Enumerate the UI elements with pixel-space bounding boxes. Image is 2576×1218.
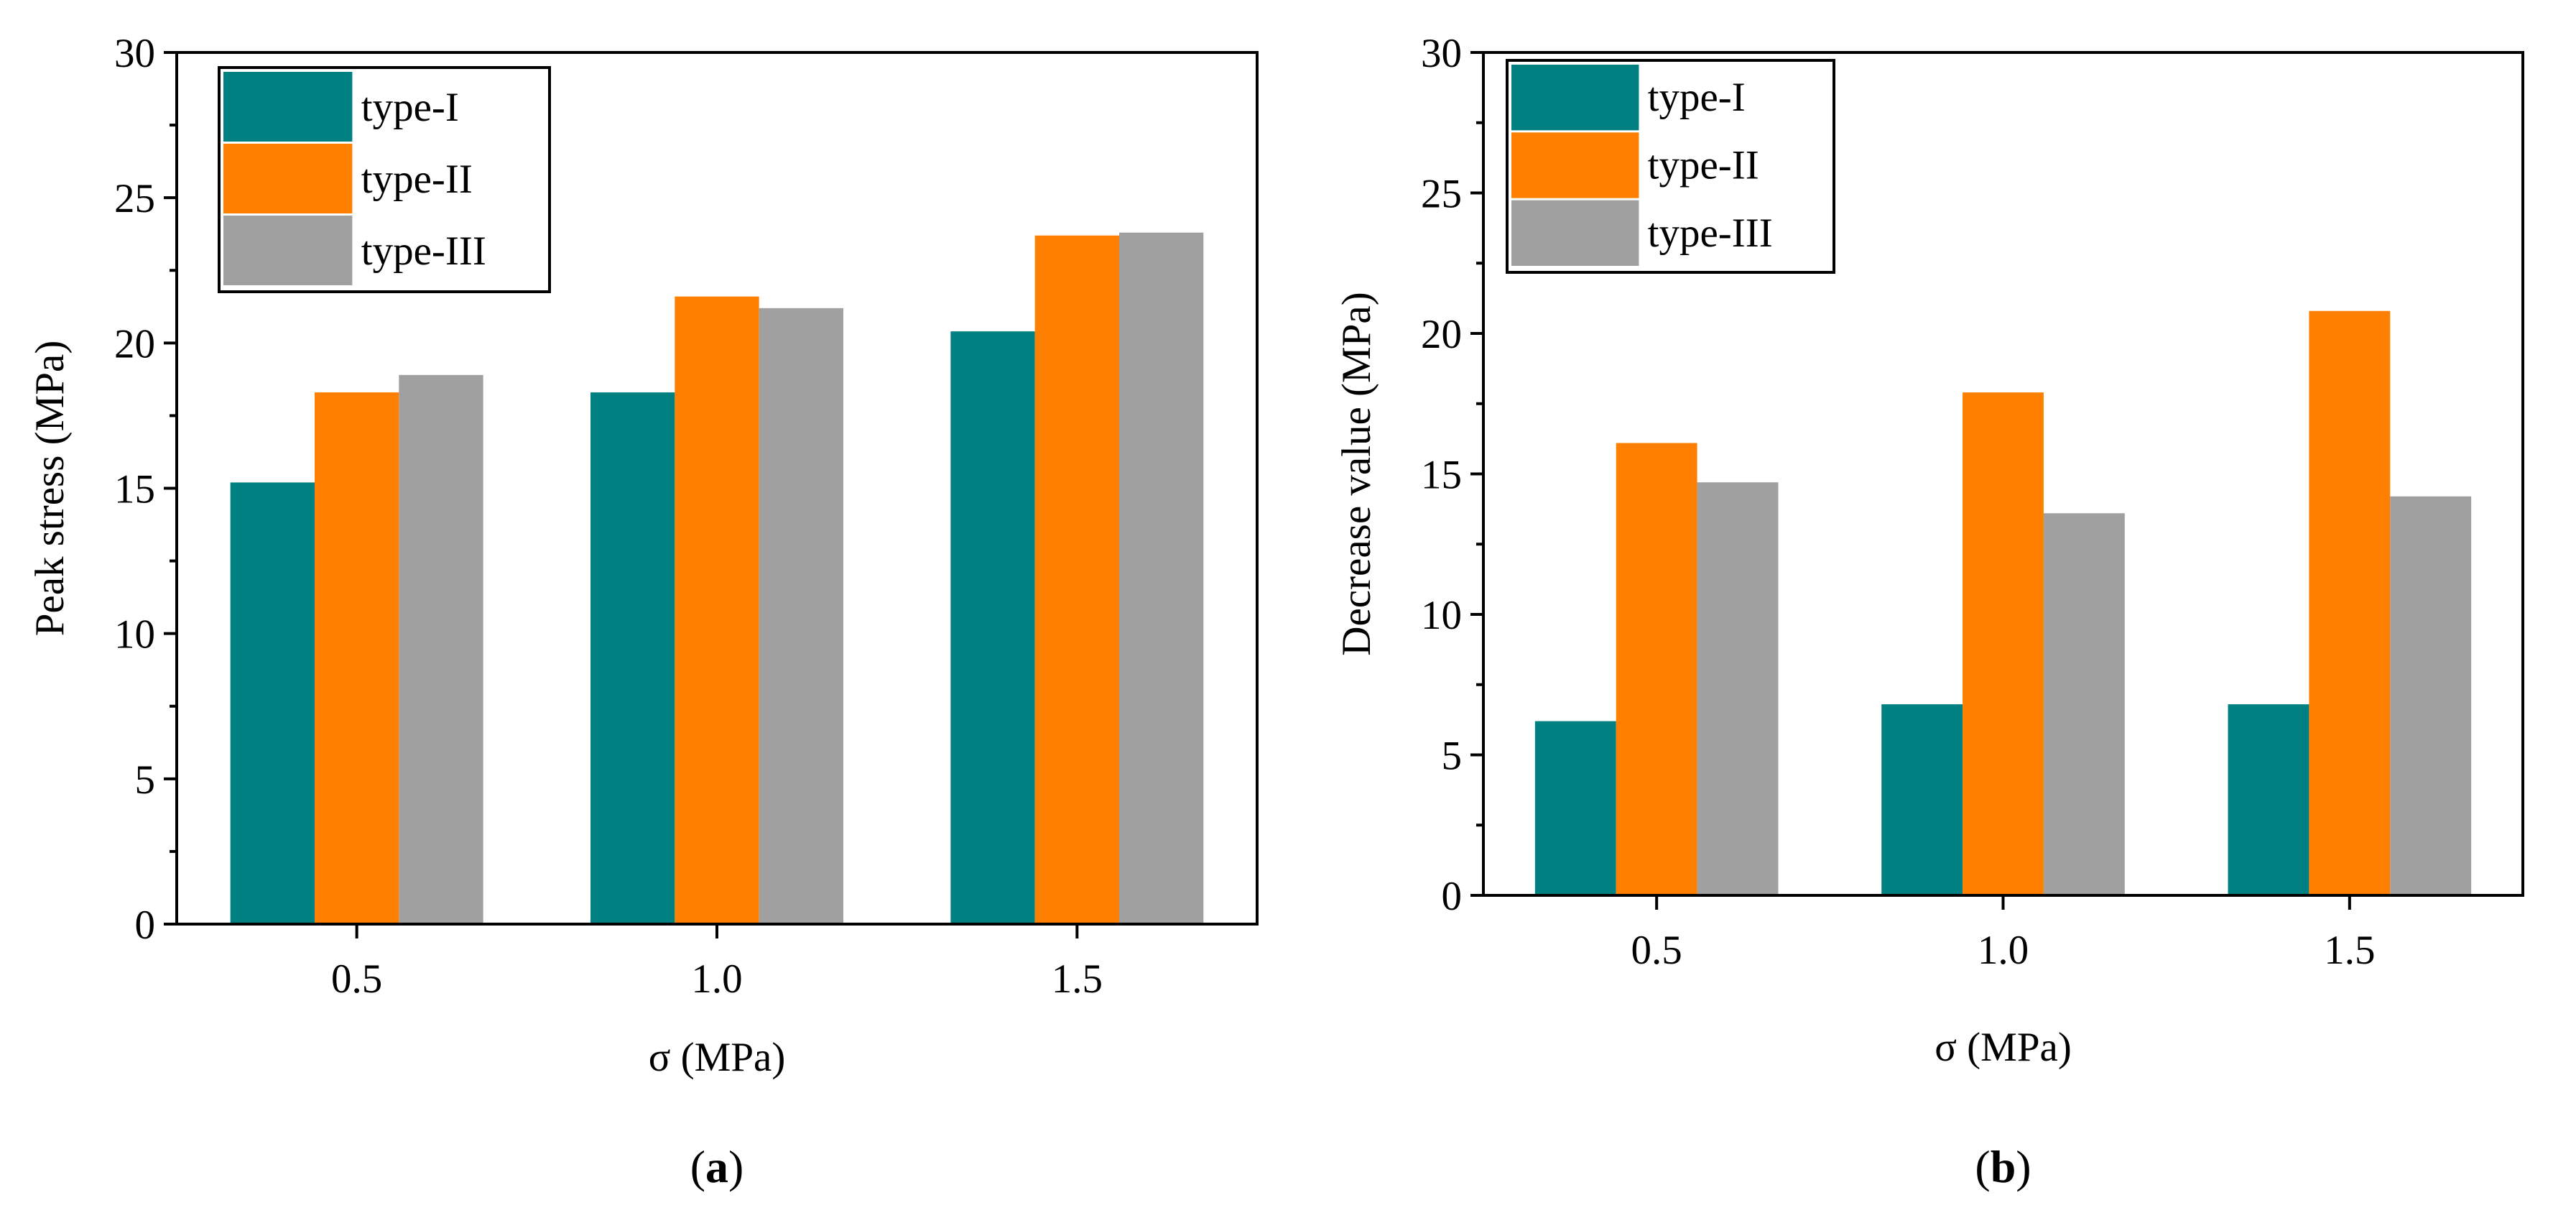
y-tick-label: 30 — [114, 31, 155, 76]
bar-type-III-0.5 — [1697, 482, 1779, 895]
x-tick-label: 1.0 — [691, 956, 742, 1002]
bar-type-II-1.0 — [675, 296, 759, 924]
legend-label-type-II: type-II — [361, 157, 473, 202]
x-tick-label: 0.5 — [1631, 928, 1682, 973]
bar-type-I-0.5 — [230, 482, 315, 924]
y-axis: 0 5 10 15 20 25 30 — [1421, 31, 1483, 919]
bars — [1534, 310, 2472, 896]
x-axis-title: σ (MPa) — [649, 1035, 786, 1080]
bar-type-II-1.5 — [1034, 235, 1119, 925]
bar-type-I-1.5 — [950, 331, 1035, 924]
x-axis-title: σ (MPa) — [1935, 1025, 2072, 1070]
legend: type-I type-II type-III — [1506, 59, 1835, 274]
y-tick-label: 30 — [1421, 31, 1462, 76]
legend-label-type-I: type-I — [361, 85, 459, 130]
y-tick-label: 15 — [114, 467, 155, 512]
bar-type-II-0.5 — [315, 392, 399, 924]
bar-type-I-1.0 — [1881, 704, 1963, 895]
bar-type-III-0.5 — [399, 374, 483, 924]
panel-label-letter: b — [1991, 1141, 2016, 1192]
y-axis: 0 5 10 15 20 25 30 — [114, 31, 177, 948]
y-axis-title: Peak stress (MPa) — [27, 341, 73, 637]
y-tick-label: 5 — [135, 757, 156, 803]
y-tick-label: 20 — [1421, 312, 1462, 357]
bars — [230, 232, 1204, 925]
panel-label-open: ( — [1975, 1141, 1990, 1192]
legend-swatch-type-III — [1511, 200, 1639, 266]
y-axis-title: Decrease value (MPa) — [1334, 292, 1379, 655]
legend-swatch-type-I — [1511, 65, 1639, 131]
bar-type-III-1.5 — [2390, 496, 2472, 895]
bar-type-II-1.5 — [2309, 310, 2391, 896]
legend-swatch-type-III — [223, 216, 353, 285]
x-axis: 0.5 1.0 1.5 — [331, 924, 1103, 1002]
bar-type-III-1.0 — [2043, 513, 2125, 895]
panel-label-close: ) — [728, 1141, 743, 1192]
bar-type-I-0.5 — [1534, 721, 1616, 895]
bar-type-II-1.0 — [1963, 392, 2044, 895]
panel-label-open: ( — [690, 1141, 705, 1192]
bar-type-III-1.0 — [759, 308, 843, 924]
legend-swatch-type-II — [223, 144, 353, 213]
x-tick-label: 1.5 — [2324, 928, 2375, 973]
panel-label: (b) — [1975, 1141, 2031, 1192]
x-tick-label: 0.5 — [331, 956, 382, 1002]
y-tick-label: 0 — [135, 903, 156, 948]
panel-label: (a) — [690, 1141, 744, 1192]
x-tick-label: 1.0 — [1978, 928, 2029, 973]
panel-a: 0 5 10 15 20 25 30 0.5 1.0 1.5 Peak stress (MPa) σ … — [27, 31, 1259, 1192]
y-tick-label: 10 — [114, 612, 155, 658]
x-axis: 0.5 1.0 1.5 — [1631, 895, 2375, 973]
y-tick-label: 5 — [1442, 734, 1463, 779]
legend-label-type-I: type-I — [1648, 75, 1746, 120]
panel-label-close: ) — [2016, 1141, 2031, 1192]
legend-swatch-type-I — [223, 72, 353, 142]
y-tick-label: 0 — [1442, 874, 1463, 919]
x-tick-label: 1.5 — [1052, 956, 1103, 1002]
bar-type-I-1.5 — [2228, 704, 2309, 895]
legend-label-type-III: type-III — [361, 229, 486, 274]
legend-label-type-II: type-II — [1648, 142, 1759, 188]
y-tick-label: 20 — [114, 321, 155, 366]
bar-type-II-0.5 — [1616, 443, 1697, 895]
bar-type-I-1.0 — [590, 392, 675, 924]
panel-b: 0 5 10 15 20 25 30 0.5 1.0 1.5 Decrease value (MPa… — [1334, 31, 2524, 1192]
legend-label-type-III: type-III — [1648, 211, 1773, 256]
legend: type-I type-II type-III — [218, 66, 551, 293]
bar-type-III-1.5 — [1118, 232, 1204, 925]
y-tick-label: 10 — [1421, 593, 1462, 638]
y-tick-label: 15 — [1421, 453, 1462, 498]
legend-swatch-type-II — [1511, 132, 1639, 198]
y-tick-label: 25 — [114, 176, 155, 221]
panel-label-letter: a — [705, 1141, 728, 1192]
y-tick-label: 25 — [1421, 172, 1462, 217]
